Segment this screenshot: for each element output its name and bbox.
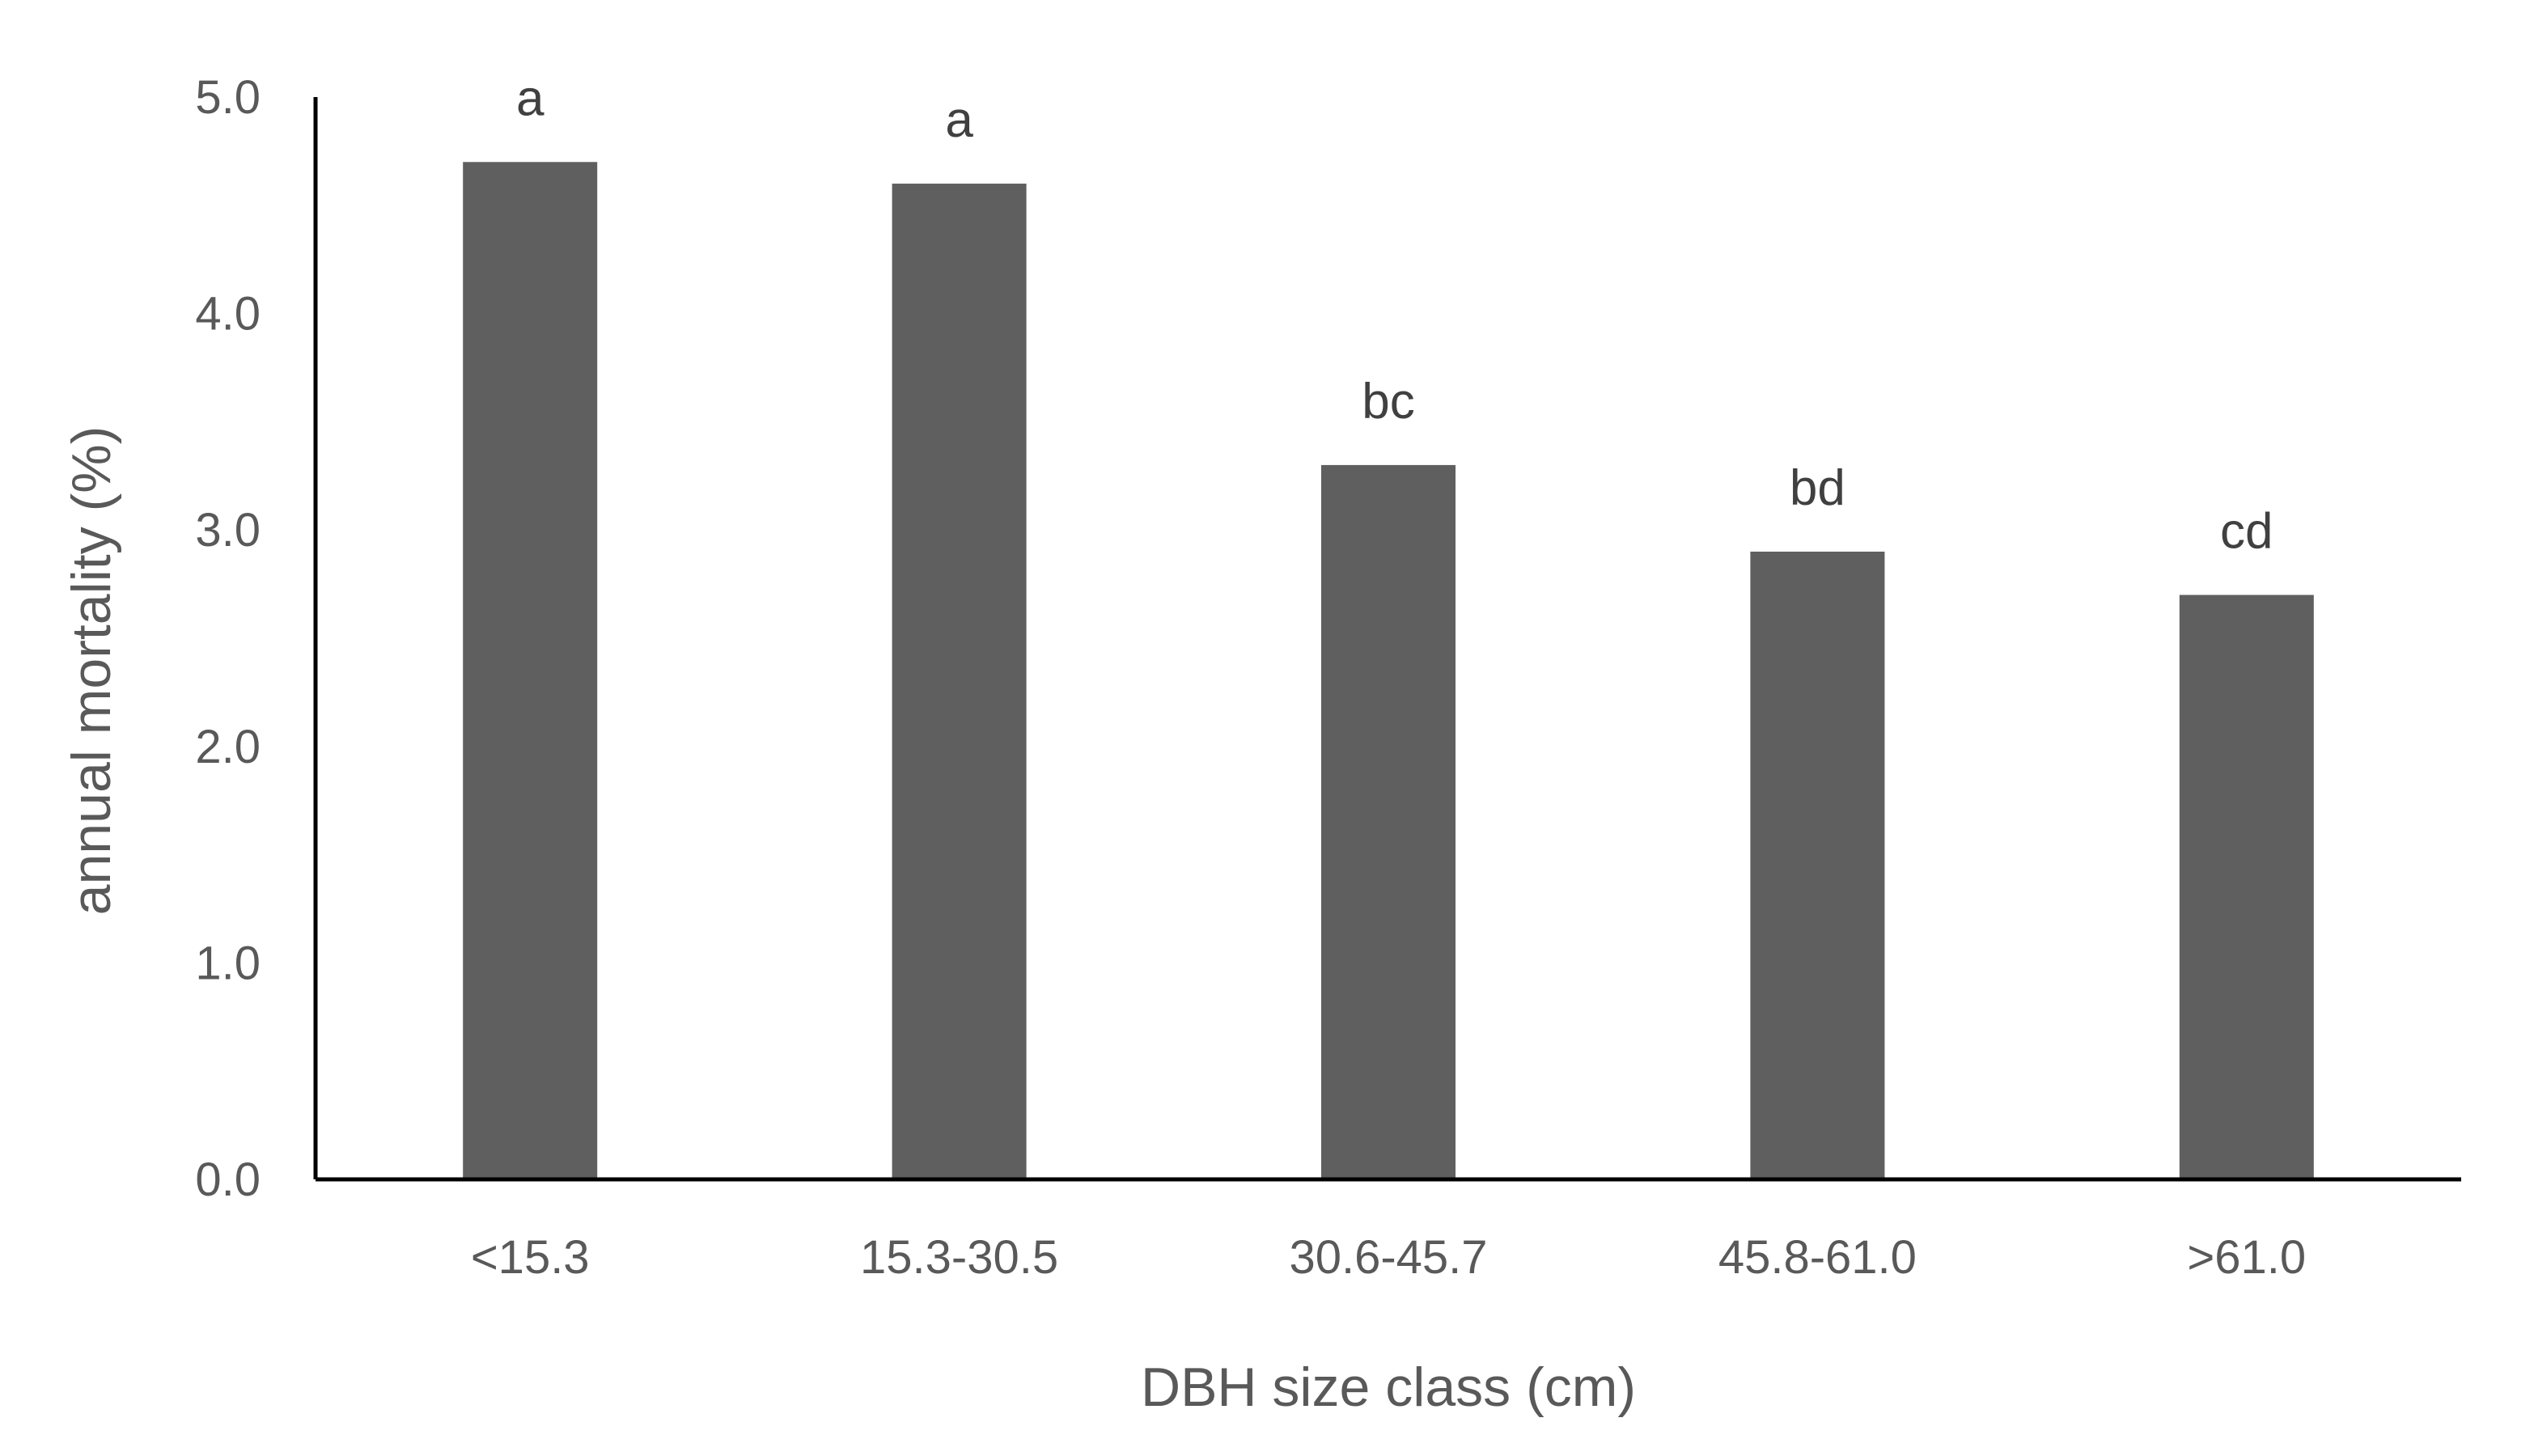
bar-significance-label: bc (1362, 374, 1414, 430)
x-tick-label: >61.0 (2187, 1231, 2306, 1284)
bars-group (463, 162, 2314, 1179)
x-axis-title: DBH size class (cm) (1141, 1357, 1636, 1418)
bar (1750, 551, 1885, 1179)
y-axis-title: annual mortality (%) (61, 426, 122, 916)
bar (463, 162, 598, 1179)
x-tick-label: <15.3 (471, 1231, 590, 1284)
x-tick-label: 45.8-61.0 (1718, 1231, 1917, 1284)
bar-significance-label: cd (2220, 503, 2273, 559)
bar (892, 184, 1027, 1179)
x-tick-label: 30.6-45.7 (1289, 1231, 1487, 1284)
y-tick-label: 3.0 (195, 504, 261, 557)
bar (1321, 464, 1456, 1179)
bar (2179, 595, 2314, 1179)
x-axis-ticks: <15.3 15.3-30.5 30.6-45.7 45.8-61.0 >61.0 (471, 1231, 2306, 1284)
y-tick-label: 2.0 (195, 721, 261, 773)
y-axis-ticks: 0.0 1.0 2.0 3.0 4.0 5.0 (195, 71, 261, 1206)
y-tick-label: 4.0 (195, 288, 261, 341)
y-tick-label: 5.0 (195, 71, 261, 124)
bar-significance-label: a (516, 70, 545, 126)
y-tick-label: 1.0 (195, 937, 261, 989)
bar-significance-label: a (945, 92, 973, 148)
bar-significance-label: bd (1790, 460, 1845, 516)
data-labels-group: a a bc bd cd (516, 70, 2273, 559)
x-tick-label: 15.3-30.5 (860, 1231, 1058, 1284)
y-tick-label: 0.0 (195, 1153, 261, 1206)
